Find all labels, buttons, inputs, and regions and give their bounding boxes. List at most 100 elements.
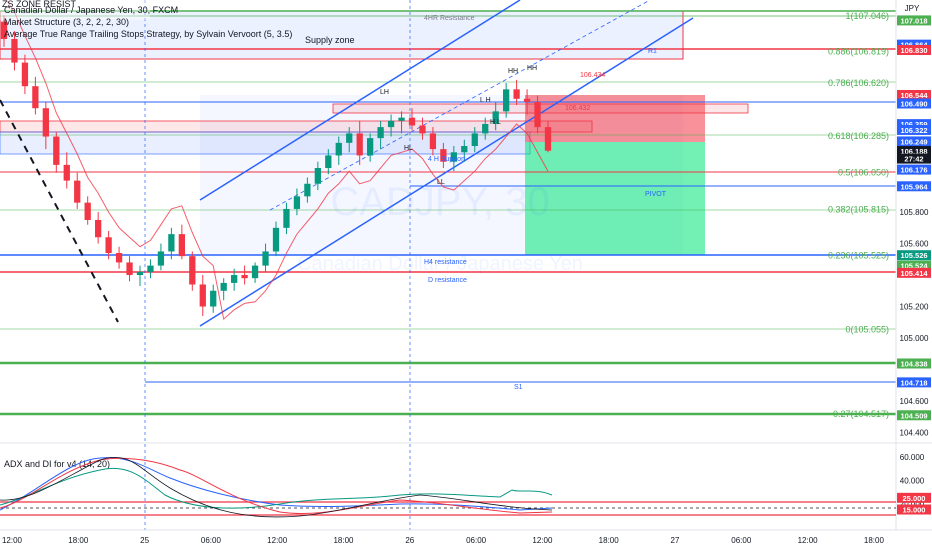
candle — [482, 117, 489, 140]
time-axis-background — [0, 530, 932, 550]
fibonacci-labels: 1(107.046) 0.886(106.819) 0.786(106.620) 0.… — [828, 11, 889, 419]
candle-body — [84, 202, 91, 220]
candle — [398, 111, 405, 134]
price-badge-bg — [897, 153, 931, 164]
atr-trailing-stop-layer — [5, 0, 549, 321]
candle — [408, 108, 416, 131]
price-badge[interactable]: 106.490 — [897, 98, 931, 109]
price-badge[interactable]: 104.509 — [897, 410, 931, 421]
indicator-market-structure[interactable]: Market Structure (3, 2, 2, 2, 30) — [4, 17, 129, 27]
fib-label: 1(107.046) — [845, 11, 889, 21]
fib-label: 0.236(105.525) — [828, 250, 889, 260]
candle-body — [534, 101, 541, 128]
price-badge[interactable]: 105.524 — [897, 260, 931, 271]
price-badge-label: 27:42 — [904, 155, 923, 164]
price-badge-label: 105.526 — [900, 251, 927, 260]
resistance-zone-a[interactable] — [0, 120, 593, 133]
price-badge-label: 106.322 — [900, 126, 927, 135]
hl-label: HL — [404, 145, 413, 152]
candle-body — [147, 265, 154, 272]
price-badge[interactable]: 106.544 — [897, 90, 931, 101]
price-badge[interactable]: 106.830 — [897, 44, 931, 55]
stop-loss-box[interactable] — [525, 95, 705, 142]
price-badge[interactable]: 105.964 — [897, 181, 931, 192]
adx-panel[interactable]: ADX and DI for v4 (14, 20) 60.000 40.000 2… — [0, 442, 932, 518]
candle-body — [157, 251, 165, 266]
candle — [168, 227, 175, 260]
candle — [189, 251, 196, 291]
price-badge[interactable]: 106.176 — [897, 164, 931, 175]
time-axis[interactable]: 12:00 18:00 25 06:00 12:00 18:00 26 06:00 12:00 1… — [0, 529, 932, 550]
fib-label: 0(105.055) — [845, 324, 889, 334]
candle-body — [241, 275, 248, 279]
price-badge[interactable]: 105.526 — [897, 250, 931, 261]
candle-body — [387, 120, 395, 128]
price-tick-label: 104.600 — [900, 397, 929, 406]
d-resistance-label: D resistance — [428, 277, 467, 284]
price-badge-label: 105.414 — [900, 269, 928, 278]
candle — [377, 120, 384, 150]
candle-body — [272, 227, 280, 252]
price-badge[interactable]: 105.414 — [897, 267, 931, 278]
candle-body — [314, 168, 321, 184]
price-badge-label: 104.838 — [900, 359, 927, 368]
candle-body — [95, 219, 102, 238]
supply-zone[interactable] — [0, 10, 684, 60]
candle-body — [523, 98, 531, 102]
adx-title[interactable]: ADX and DI for v4 (14, 20) — [4, 459, 110, 469]
candle — [21, 54, 29, 95]
chart-legend[interactable]: ZS ZONE RESIST Canadian Dollar / Japanes… — [0, 0, 292, 39]
price-badge[interactable]: 106.188 — [897, 146, 931, 157]
candle — [346, 127, 353, 153]
indicator-atr-trailing-stops[interactable]: Average True Range Trailing Stops Strate… — [4, 29, 292, 39]
symbol-title[interactable]: Canadian Dollar / Japanese Yen, 30, FXCM — [4, 5, 178, 15]
fib-label: 0.382(105.815) — [828, 205, 889, 215]
price-badge-label: 106.176 — [900, 166, 927, 175]
candle — [314, 161, 321, 191]
price-label-106434: 106.434 — [580, 72, 605, 79]
di-plus-line — [0, 468, 553, 509]
candle-body — [53, 136, 60, 165]
price-badge[interactable]: 106.359 — [897, 119, 931, 130]
price-badge-label: 104.718 — [900, 378, 927, 387]
price-badge[interactable]: 104.718 — [897, 377, 931, 388]
adx-tick-label: 20.000 — [900, 500, 925, 509]
price-badge[interactable]: 104.838 — [897, 358, 931, 369]
channel-mid[interactable] — [269, 0, 651, 211]
candle-body — [210, 290, 217, 307]
candle-body — [325, 155, 332, 169]
candles-layer — [0, 15, 552, 316]
price-axis[interactable]: JPY 105.800 105.600 105.200 105.000 104.600 1… — [895, 0, 932, 530]
price-tick-label: 105.600 — [900, 240, 929, 249]
price-badge-bg — [897, 136, 931, 147]
candle-body — [377, 127, 384, 139]
r1-label: R1 — [648, 48, 657, 55]
price-badge-bg — [897, 98, 931, 109]
time-tick-label: 18:00 — [68, 536, 89, 545]
price-badge[interactable]: 107.018 — [897, 15, 931, 26]
take-profit-box[interactable] — [525, 142, 705, 255]
candle-body — [63, 164, 70, 181]
watermark-name: Canadian Dollar / Japanese Yen — [297, 253, 583, 275]
price-badge-bg — [897, 15, 931, 26]
price-badge[interactable]: 27:42 — [897, 153, 931, 164]
time-tick-label: 18:00 — [599, 536, 620, 545]
adx-tick-label: 60.000 — [900, 453, 925, 462]
trend-channel[interactable] — [0, 0, 694, 327]
candle-body — [471, 133, 478, 146]
channel-lower[interactable] — [199, 17, 694, 327]
price-badge[interactable]: 106.249 — [897, 136, 931, 147]
candle-body — [262, 251, 269, 266]
candle-body — [304, 183, 311, 197]
candle-body — [513, 89, 520, 99]
channel-upper[interactable] — [199, 0, 521, 201]
price-badge-bg — [897, 146, 931, 157]
time-tick-label: 26 — [405, 536, 414, 545]
time-tick-label: 27 — [671, 536, 680, 545]
price-badge[interactable]: 106.322 — [897, 124, 931, 135]
downtrend-line[interactable] — [0, 99, 119, 323]
candle — [387, 114, 395, 137]
candle — [210, 284, 217, 313]
